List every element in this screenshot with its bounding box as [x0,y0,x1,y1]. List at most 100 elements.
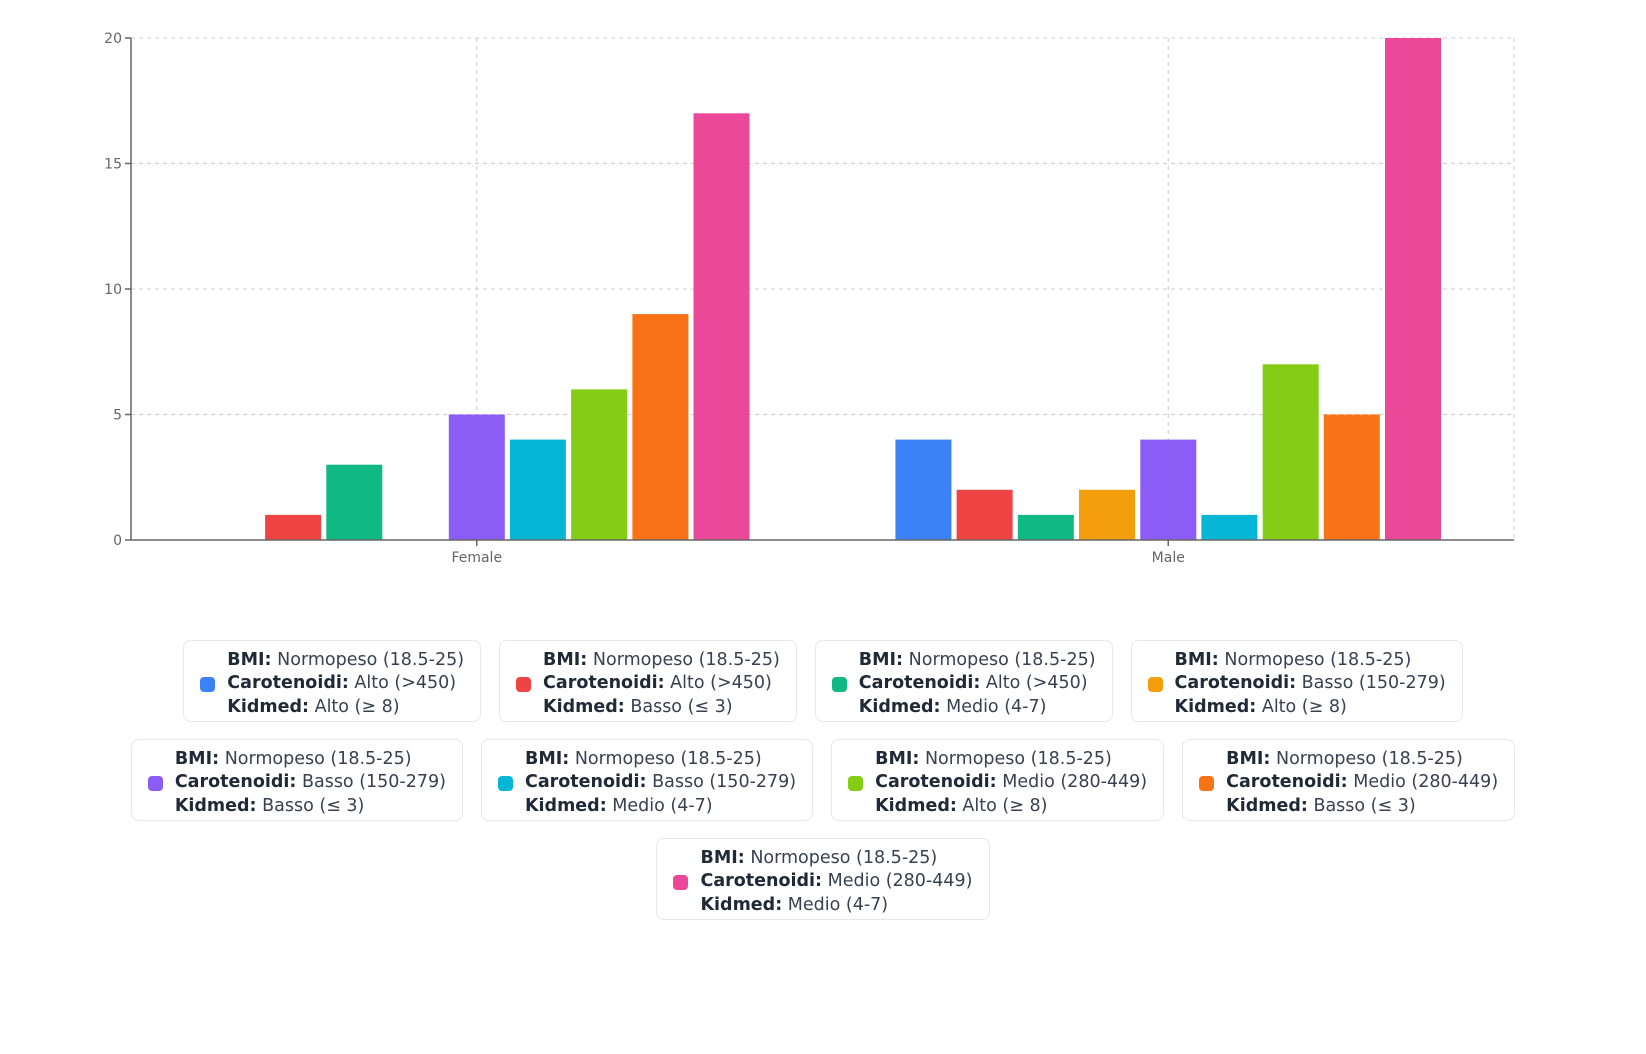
legend-item[interactable]: BMI: Normopeso (18.5-25) Carotenoidi: Med… [656,838,990,920]
bar[interactable] [1323,414,1380,541]
bar[interactable] [1140,439,1197,540]
legend-bmi-value: Normopeso (18.5-25) [224,748,412,769]
legend-bmi-value: Normopeso (18.5-25) [750,847,938,868]
legend-kidmed-label: Kidmed: [875,795,957,816]
legend-item[interactable]: BMI: Normopeso (18.5-25) Carotenoidi: Alt… [183,640,482,722]
legend-kidmed-line: Kidmed: Basso (≤ 3) [543,696,780,720]
legend-kidmed-value: Medio (4-7) [612,795,713,816]
legend-kidmed-label: Kidmed: [700,894,783,915]
legend-carotenoidi-value: Alto (>450) [670,673,772,694]
bar[interactable] [509,439,566,540]
legend-kidmed-value: Basso (≤ 3) [1313,795,1416,816]
legend-bmi-line: BMI: Normopeso (18.5-25) [1226,748,1498,772]
legend-kidmed-label: Kidmed: [1226,795,1308,816]
legend-item[interactable]: BMI: Normopeso (18.5-25) Carotenoidi: Bas… [130,739,463,821]
legend-kidmed-label: Kidmed: [543,696,625,717]
legend-carotenoidi-value: Alto (>450) [985,673,1088,694]
legend-kidmed-value: Basso (≤ 3) [630,696,733,717]
legend-kidmed-value: Alto (≥ 8) [314,696,400,717]
legend-item[interactable]: BMI: Normopeso (18.5-25) Carotenoidi: Bas… [1130,640,1463,722]
bar[interactable] [326,464,383,540]
bar[interactable] [1079,489,1135,540]
bar[interactable] [693,113,750,541]
legend-kidmed-line: Kidmed: Medio (4-7) [700,894,972,918]
legend-bmi-label: BMI: [174,748,220,769]
legend-carotenoidi-label: Carotenoidi: [700,871,823,892]
legend-bmi-label: BMI: [700,847,745,868]
legend-bmi-value: Normopeso (18.5-25) [1275,748,1463,769]
legend-carotenoidi-line: Carotenoidi: Alto (>450) [543,672,780,696]
legend-carotenoidi-value: Medio (280-449) [827,871,973,892]
legend-row: BMI: Normopeso (18.5-25) Carotenoidi: Bas… [0,739,1646,821]
legend-item[interactable]: BMI: Normopeso (18.5-25) Carotenoidi: Med… [1182,739,1516,821]
legend-bmi-line: BMI: Normopeso (18.5-25) [175,748,446,772]
legend-carotenoidi-label: Carotenoidi: [174,772,297,793]
legend-item[interactable]: BMI: Normopeso (18.5-25) Carotenoidi: Med… [831,739,1165,821]
legend-kidmed-label: Kidmed: [1174,696,1257,717]
legend-kidmed-label: Kidmed: [227,696,310,717]
legend-bmi-label: BMI: [1174,649,1219,670]
legend-kidmed-line: Kidmed: Medio (4-7) [525,795,796,819]
bar[interactable] [1201,514,1258,540]
legend-carotenoidi-label: Carotenoidi: [227,673,349,694]
legend-text: BMI: Normopeso (18.5-25) Carotenoidi: Med… [875,748,1147,819]
legend-kidmed-value: Medio (4-7) [946,696,1047,717]
legend-carotenoidi-line: Carotenoidi: Basso (150-279) [525,771,796,795]
legend-carotenoidi-line: Carotenoidi: Medio (280-449) [1226,771,1498,795]
legend-bmi-label: BMI: [875,748,920,769]
legend-swatch-icon [497,775,513,791]
y-tick-label: 0 [113,533,122,549]
legend-carotenoidi-value: Medio (280-449) [1353,772,1499,793]
bar[interactable] [1385,38,1441,540]
legend-bmi-label: BMI: [227,649,272,670]
x-tick-label: Female [451,550,502,566]
legend-item[interactable]: BMI: Normopeso (18.5-25) Carotenoidi: Alt… [814,640,1113,722]
y-tick-label: 15 [104,157,122,173]
legend-bmi-label: BMI: [858,649,904,670]
legend-bmi-value: Normopeso (18.5-25) [592,649,780,670]
legend-kidmed-value: Basso (≤ 3) [262,795,365,816]
bar[interactable] [895,439,952,540]
legend-carotenoidi-line: Carotenoidi: Basso (150-279) [175,771,446,795]
bar[interactable] [1017,514,1074,540]
legend-kidmed-line: Kidmed: Basso (≤ 3) [1226,795,1498,819]
legend-item[interactable]: BMI: Normopeso (18.5-25) Carotenoidi: Bas… [480,739,814,821]
legend-bmi-line: BMI: Normopeso (18.5-25) [525,748,796,772]
legend-kidmed-label: Kidmed: [174,795,257,816]
legend-bmi-label: BMI: [1226,748,1271,769]
legend-swatch-icon [200,676,216,692]
bar-chart: 0 5 10 15 20 Female Male [104,31,1515,566]
legend-kidmed-label: Kidmed: [858,696,941,717]
legend-bmi-line: BMI: Normopeso (18.5-25) [1175,649,1446,673]
legend-carotenoidi-line: Carotenoidi: Medio (280-449) [700,870,972,894]
bar[interactable] [571,389,628,540]
bar[interactable] [956,489,1013,540]
legend: BMI: Normopeso (18.5-25) Carotenoidi: Alt… [0,640,1646,937]
legend-carotenoidi-label: Carotenoidi: [1174,673,1297,694]
legend-bmi-label: BMI: [543,649,588,670]
legend-carotenoidi-line: Carotenoidi: Medio (280-449) [875,771,1147,795]
legend-carotenoidi-label: Carotenoidi: [858,673,981,694]
y-tick-label: 5 [113,408,122,424]
legend-bmi-line: BMI: Normopeso (18.5-25) [227,649,464,673]
bar[interactable] [448,414,505,541]
legend-text: BMI: Normopeso (18.5-25) Carotenoidi: Alt… [859,649,1096,720]
legend-text: BMI: Normopeso (18.5-25) Carotenoidi: Bas… [525,748,796,819]
legend-carotenoidi-value: Alto (>450) [354,673,457,694]
bar[interactable] [632,314,689,540]
y-tick-label: 20 [104,31,122,47]
legend-carotenoidi-line: Carotenoidi: Basso (150-279) [1175,672,1446,696]
legend-swatch-icon [831,676,847,692]
bar[interactable] [265,514,322,540]
legend-text: BMI: Normopeso (18.5-25) Carotenoidi: Bas… [1175,649,1446,720]
legend-swatch-icon [848,775,864,791]
legend-bmi-value: Normopeso (18.5-25) [1224,649,1412,670]
legend-swatch-icon [1147,676,1163,692]
legend-carotenoidi-line: Carotenoidi: Alto (>450) [227,672,464,696]
y-tick-label: 10 [104,282,122,298]
y-ticks: 0 5 10 15 20 [104,31,131,549]
legend-carotenoidi-value: Basso (150-279) [652,772,797,793]
legend-kidmed-value: Alto (≥ 8) [1261,696,1347,717]
bar[interactable] [1262,364,1319,540]
legend-item[interactable]: BMI: Normopeso (18.5-25) Carotenoidi: Alt… [499,640,797,722]
